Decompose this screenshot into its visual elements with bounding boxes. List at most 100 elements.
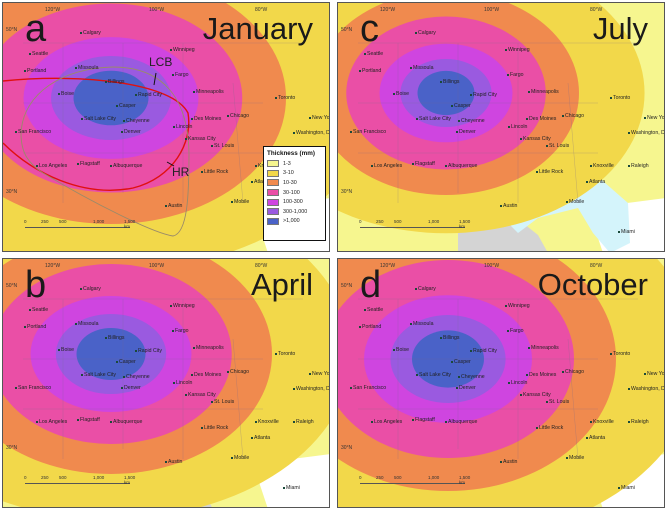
city-label: Winnipeg <box>505 47 530 53</box>
city-label: Des Moines <box>526 116 556 122</box>
scale-bar: 0 250 500 1,000 1,500 km <box>359 219 471 229</box>
city-label: Portland <box>24 324 46 330</box>
legend-swatch <box>267 179 279 187</box>
city-label: Los Angeles <box>371 163 402 169</box>
city-label: Mobile <box>566 455 584 461</box>
city-label: Mobile <box>566 199 584 205</box>
city-label: Casper <box>451 103 471 109</box>
city-label: Miami <box>283 485 300 491</box>
city-label: Billings <box>440 335 459 341</box>
city-label: Flagstaff <box>77 161 100 167</box>
legend-item: 100-300 <box>267 197 322 207</box>
panel-month-title: January <box>202 11 313 46</box>
longitude-tick: 80°W <box>255 263 268 269</box>
city-label: Seattle <box>364 51 383 57</box>
city-label: Lincoln <box>173 380 192 386</box>
longitude-tick: 100°W <box>149 263 165 269</box>
city-label: Winnipeg <box>170 303 195 309</box>
city-label: Albuquerque <box>110 163 142 169</box>
longitude-tick: 80°W <box>590 263 603 269</box>
legend-swatch <box>267 208 279 216</box>
city-label: Billings <box>105 335 124 341</box>
city-label: Denver <box>121 385 141 391</box>
legend-label: 3-10 <box>283 170 294 177</box>
city-label: Boise <box>393 91 409 97</box>
city-label: Fargo <box>172 328 189 334</box>
city-label: Rapid City <box>135 92 162 98</box>
city-label: Rapid City <box>470 92 497 98</box>
city-label: San Francisco <box>15 129 51 135</box>
legend-label: 100-300 <box>283 199 303 206</box>
hr-label: HR <box>172 165 190 179</box>
panel-month-title: October <box>537 267 648 302</box>
city-label: New York <box>309 371 329 377</box>
city-label: Minneapolis <box>193 345 224 351</box>
city-label: Raleigh <box>293 419 314 425</box>
legend-item: 3-10 <box>267 169 322 179</box>
city-label: Albuquerque <box>110 419 142 425</box>
city-label: Chicago <box>227 113 249 119</box>
legend-label: 1-3 <box>283 160 291 167</box>
panel-letter: c <box>360 8 379 50</box>
longitude-tick: 120°W <box>45 7 61 13</box>
city-label: Missoula <box>75 65 98 71</box>
city-label: Little Rock <box>536 169 563 175</box>
city-label: Boise <box>393 347 409 353</box>
city-label: Lincoln <box>508 124 527 130</box>
city-label: Little Rock <box>536 425 563 431</box>
legend-item: 30-100 <box>267 188 322 198</box>
city-label: Flagstaff <box>412 161 435 167</box>
city-label: Chicago <box>562 369 584 375</box>
legend-item: 1-3 <box>267 159 322 169</box>
city-label: Denver <box>121 129 141 135</box>
city-label: Miami <box>618 229 635 235</box>
latitude-tick: 30°N <box>341 189 353 195</box>
city-label: Portland <box>24 68 46 74</box>
city-label: Austin <box>500 459 517 465</box>
longitude-tick: 100°W <box>484 7 500 13</box>
city-label: Toronto <box>610 95 630 101</box>
city-label: San Francisco <box>15 385 51 391</box>
city-label: Washington, D.C. <box>293 130 329 136</box>
city-label: Calgary <box>415 286 436 292</box>
scale-bar: 0 250 500 1,000 1,500 km <box>24 475 136 485</box>
city-label: Calgary <box>80 286 101 292</box>
city-label: Kansas City <box>185 136 216 142</box>
city-label: Toronto <box>275 351 295 357</box>
city-label: Boise <box>58 347 74 353</box>
city-label: Des Moines <box>191 116 221 122</box>
city-label: St. Louis <box>211 143 234 149</box>
city-label: New York <box>644 115 664 121</box>
city-label: Denver <box>456 129 476 135</box>
city-label: Atlanta <box>251 435 270 441</box>
legend-label: 30-100 <box>283 189 300 196</box>
map-panel-april: 120°W 100°W 80°W 50°N 30°N b April Calgary Seatt… <box>2 258 330 508</box>
thickness-legend: Thickness (mm) 1-3 3-10 10-30 30-100 100… <box>263 146 326 241</box>
longitude-tick: 80°W <box>590 7 603 13</box>
city-label: San Francisco <box>350 129 386 135</box>
city-label: Lincoln <box>173 124 192 130</box>
city-label: Missoula <box>410 65 433 71</box>
city-label: Kansas City <box>185 392 216 398</box>
city-label: Austin <box>500 203 517 209</box>
panel-month-title: July <box>592 11 648 46</box>
latitude-tick: 50°N <box>341 27 353 33</box>
city-label: Fargo <box>172 72 189 78</box>
thickness-map-svg <box>3 259 329 507</box>
city-label: Raleigh <box>628 163 649 169</box>
city-label: Casper <box>451 359 471 365</box>
city-label: Billings <box>105 79 124 85</box>
city-label: Kansas City <box>520 136 551 142</box>
longitude-tick: 120°W <box>45 263 61 269</box>
city-label: Fargo <box>507 72 524 78</box>
city-label: Knoxville <box>255 419 279 425</box>
lcb-label: LCB <box>149 55 173 69</box>
legend-swatch <box>267 217 279 225</box>
city-label: Des Moines <box>526 372 556 378</box>
city-label: Rapid City <box>135 348 162 354</box>
city-label: New York <box>644 371 664 377</box>
scale-bar: 0 250 500 1,000 1,500 km <box>24 219 136 229</box>
city-label: St. Louis <box>211 399 234 405</box>
legend-swatch <box>267 160 279 168</box>
city-label: Atlanta <box>586 179 605 185</box>
